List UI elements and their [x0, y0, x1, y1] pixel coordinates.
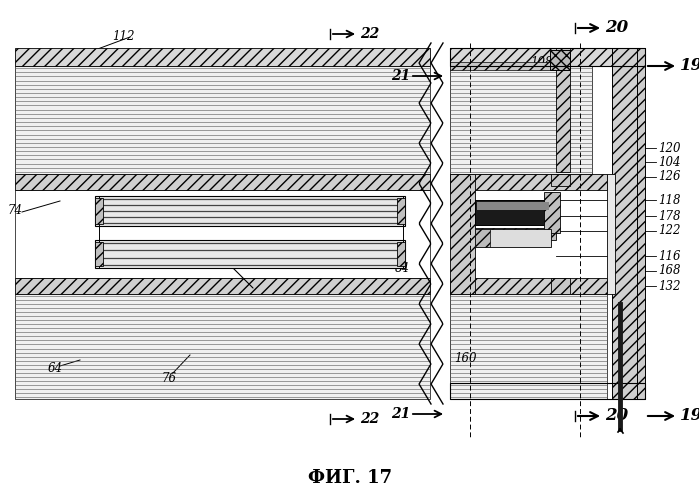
Bar [397, 242, 405, 266]
Bar [15, 174, 430, 190]
Bar [15, 66, 430, 174]
Text: 112: 112 [112, 30, 134, 42]
Text: 64: 64 [48, 361, 63, 375]
Bar [15, 278, 430, 294]
Text: 178: 178 [658, 210, 681, 222]
Bar [551, 174, 570, 186]
Text: 108: 108 [530, 56, 552, 69]
Bar [551, 278, 570, 294]
Bar [475, 200, 551, 225]
Bar [477, 202, 549, 210]
Bar [450, 174, 607, 190]
Bar [556, 48, 570, 172]
Text: 116: 116 [658, 249, 681, 262]
Bar [95, 240, 405, 268]
Text: 160: 160 [454, 352, 477, 364]
Bar [475, 229, 490, 247]
Text: 76: 76 [162, 372, 177, 385]
Bar [475, 228, 556, 240]
Bar [95, 198, 103, 224]
Bar [397, 198, 405, 224]
Bar [450, 62, 556, 70]
Bar [450, 48, 612, 66]
Bar [637, 48, 645, 399]
Text: 21: 21 [391, 407, 410, 421]
Bar [450, 383, 645, 399]
Bar [15, 190, 430, 278]
Bar [450, 66, 592, 174]
Text: 19: 19 [680, 58, 699, 74]
Text: ФИГ. 17: ФИГ. 17 [308, 469, 392, 487]
Text: 19: 19 [680, 408, 699, 424]
Text: 126: 126 [658, 171, 681, 183]
Bar [544, 192, 560, 233]
Text: 84: 84 [395, 261, 410, 275]
Bar [95, 196, 405, 226]
Bar [15, 48, 430, 66]
Text: 120: 120 [658, 141, 681, 154]
Text: 21: 21 [391, 69, 410, 83]
Text: 118: 118 [658, 193, 681, 207]
Bar [450, 48, 645, 66]
Text: 22: 22 [360, 412, 380, 426]
Text: 20: 20 [605, 408, 628, 424]
Bar [95, 242, 103, 266]
Text: 132: 132 [658, 280, 681, 292]
Text: 56: 56 [628, 337, 643, 350]
Text: 20: 20 [605, 20, 628, 36]
Text: 104: 104 [658, 155, 681, 169]
Text: 122: 122 [658, 224, 681, 238]
Bar [450, 278, 607, 294]
Text: 74: 74 [8, 204, 23, 216]
Bar [450, 174, 475, 294]
Bar [612, 48, 640, 399]
Bar [475, 229, 551, 247]
Bar [15, 294, 430, 399]
Bar [607, 174, 615, 294]
Bar [550, 50, 570, 70]
Text: 168: 168 [658, 265, 681, 278]
Text: 22: 22 [360, 27, 380, 41]
Bar [450, 294, 607, 399]
